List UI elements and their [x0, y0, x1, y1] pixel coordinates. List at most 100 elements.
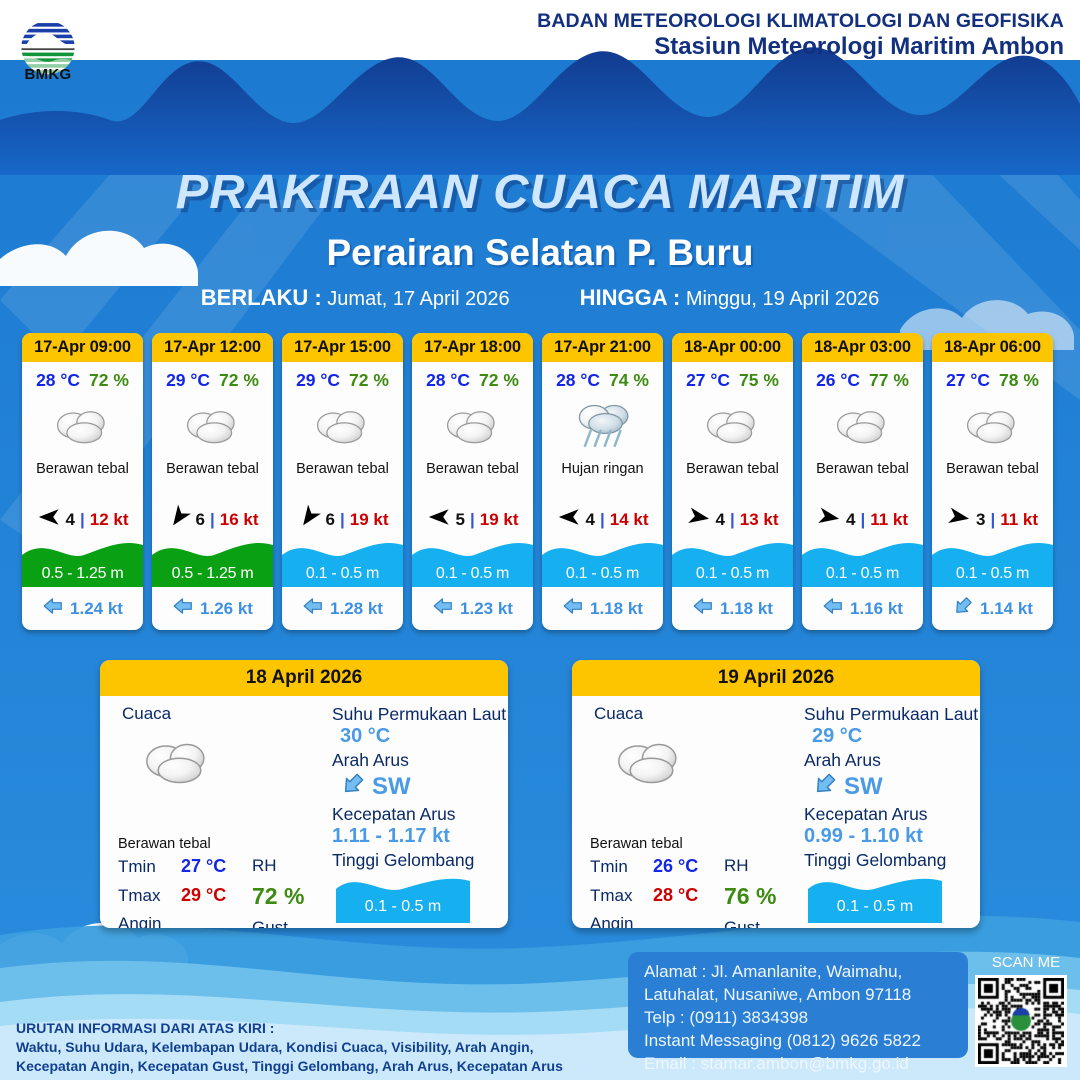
- wave-height-value: 0.1 - 0.5 m: [435, 565, 510, 582]
- forecast-card: 17-Apr 09:00 28 °C 72 % Berawan tebal 4 …: [22, 333, 143, 630]
- air-temperature: 29 °C: [166, 370, 211, 390]
- visibility-value: 5: [455, 509, 465, 529]
- current-direction-arrow-icon: [432, 595, 454, 622]
- forecast-card: 17-Apr 18:00 28 °C 72 % Berawan tebal 5 …: [412, 333, 533, 630]
- forecast-card: 18-Apr 06:00 27 °C 78 % Berawan tebal 3 …: [932, 333, 1053, 630]
- weather-condition: Berawan tebal: [36, 461, 129, 477]
- wind-row: 4 | 14 kt: [542, 505, 663, 534]
- wave-height-box: 0.1 - 0.5 m: [336, 875, 470, 923]
- wind-speed: 14 kt: [609, 509, 649, 529]
- wind-row: 3 | 11 kt: [932, 505, 1053, 534]
- wind-direction-arrow-icon: [687, 505, 711, 534]
- current-direction-arrow-icon: [340, 771, 366, 802]
- wave-label: Tinggi Gelombang: [332, 850, 475, 870]
- wind-speed: 19 kt: [479, 509, 519, 529]
- temp-humidity-row: 28 °C 72 %: [412, 362, 533, 391]
- current-direction-arrow-icon: [42, 595, 64, 622]
- current-speed: 1.14 kt: [980, 598, 1033, 618]
- forecast-time: 17-Apr 12:00: [152, 333, 273, 362]
- page-subtitle: Perairan Selatan P. Buru: [326, 232, 754, 273]
- wave-height-band: [802, 539, 923, 587]
- rh-value: 72 %: [252, 883, 305, 909]
- air-temperature: 28 °C: [556, 370, 601, 390]
- current-speed: 1.28 kt: [330, 598, 383, 618]
- daily-condition: Berawan tebal: [590, 836, 683, 852]
- tmax-label: Tmax: [590, 886, 633, 905]
- rh-value: 76 %: [724, 883, 777, 909]
- temp-humidity-row: 29 °C 72 %: [282, 362, 403, 391]
- qr-code[interactable]: [975, 975, 1067, 1067]
- org-name-line2: Stasiun Meteorologi Maritim Ambon: [654, 33, 1064, 60]
- arus-speed-value: 0.99 - 1.10 kt: [804, 825, 923, 847]
- valid-from-label: BERLAKU :: [200, 285, 322, 310]
- weather-condition: Berawan tebal: [686, 461, 779, 477]
- sea-group: Suhu Permukaan Laut 29 °C Arah Arus SW K…: [804, 702, 978, 923]
- wind-direction-arrow-icon: [37, 505, 61, 534]
- humidity: 72 %: [479, 370, 519, 390]
- weather-condition: Berawan tebal: [166, 461, 259, 477]
- validity-row: BERLAKU : Jumat, 17 April 2026 HINGGA : …: [0, 285, 1080, 311]
- forecast-time: 17-Apr 09:00: [22, 333, 143, 362]
- wind-row: 4 | 13 kt: [672, 505, 793, 534]
- current-row: 1.14 kt: [932, 595, 1053, 622]
- wave-height-value: 0.1 - 0.5 m: [695, 565, 770, 582]
- arus-dir-value: SW: [372, 772, 411, 800]
- current-row: 1.26 kt: [152, 595, 273, 622]
- wave-height-value: 0.1 - 0.5 m: [565, 565, 640, 582]
- current-direction-arrow-icon: [822, 595, 844, 622]
- cloudy-icon: [802, 393, 923, 459]
- telephone: Telp : (0911) 3834398: [644, 1008, 809, 1027]
- temp-humidity-row: 28 °C 72 %: [22, 362, 143, 391]
- air-temperature: 28 °C: [36, 370, 81, 390]
- valid-from: BERLAKU : Jumat, 17 April 2026: [201, 285, 510, 311]
- forecast-time: 17-Apr 15:00: [282, 333, 403, 362]
- forecast-card-row: 17-Apr 09:00 28 °C 72 % Berawan tebal 4 …: [22, 333, 1058, 630]
- wave-height-value: 0.5 - 1.25 m: [41, 565, 124, 582]
- separator: |: [209, 509, 215, 529]
- temp-wind-grid: Tmin 26 °C Tmax 28 °C Angin 2 - 4 kt: [590, 856, 698, 928]
- wave-height-band: [672, 539, 793, 587]
- current-direction-arrow-icon: [692, 595, 714, 622]
- scan-me-label: SCAN ME: [991, 954, 1061, 971]
- wind-speed: 11 kt: [1000, 509, 1039, 529]
- current-speed: 1.23 kt: [460, 598, 513, 618]
- page-title: PRAKIRAAN CUACA MARITIM: [0, 165, 1080, 220]
- wind-speed: 19 kt: [349, 509, 389, 529]
- forecast-time: 18-Apr 03:00: [802, 333, 923, 362]
- wind-row: 4 | 11 kt: [802, 505, 923, 534]
- current-row: 1.24 kt: [22, 595, 143, 622]
- current-direction-arrow-icon: [952, 595, 974, 622]
- angin-label: Angin: [590, 914, 634, 928]
- humidity: 72 %: [349, 370, 389, 390]
- wave-height-band: [932, 539, 1053, 587]
- wind-direction-arrow-icon: [297, 504, 321, 534]
- arus-dir-label: Arah Arus: [804, 750, 881, 770]
- wind-direction-arrow-icon: [167, 504, 191, 534]
- tmax-label: Tmax: [118, 886, 161, 905]
- legend-line1: Waktu, Suhu Udara, Kelembapan Udara, Kon…: [16, 1039, 534, 1055]
- cloudy-icon: [152, 393, 273, 459]
- cloudy-icon: [932, 393, 1053, 459]
- sea-group: Suhu Permukaan Laut 30 °C Arah Arus SW K…: [332, 702, 506, 923]
- address-line2: Latuhalat, Nusaniwe, Ambon 97118: [644, 985, 912, 1004]
- temp-humidity-row: 27 °C 75 %: [672, 362, 793, 391]
- forecast-time: 17-Apr 21:00: [542, 333, 663, 362]
- weather-condition: Berawan tebal: [816, 461, 909, 477]
- rain-icon: [542, 393, 663, 459]
- wave-label: Tinggi Gelombang: [804, 850, 947, 870]
- cloudy-icon: [282, 393, 403, 459]
- tmax-value: 28 °C: [653, 885, 699, 905]
- legend-block: URUTAN INFORMASI DARI ATAS KIRI : Waktu,…: [16, 1019, 563, 1076]
- wind-direction-arrow-icon: [557, 505, 581, 534]
- rh-label: RH: [252, 856, 277, 875]
- daily-date: 18 April 2026: [100, 660, 508, 696]
- wave-height-box: 0.1 - 0.5 m: [808, 875, 942, 923]
- tmin-label: Tmin: [118, 857, 156, 876]
- current-row: 1.16 kt: [802, 595, 923, 622]
- instant-messaging: Instant Messaging (0812) 9626 5822: [644, 1031, 921, 1050]
- visibility-value: 4: [65, 509, 75, 529]
- cuaca-label: Cuaca: [594, 704, 644, 723]
- arus-dir-label: Arah Arus: [332, 750, 409, 770]
- visibility-value: 4: [715, 509, 725, 529]
